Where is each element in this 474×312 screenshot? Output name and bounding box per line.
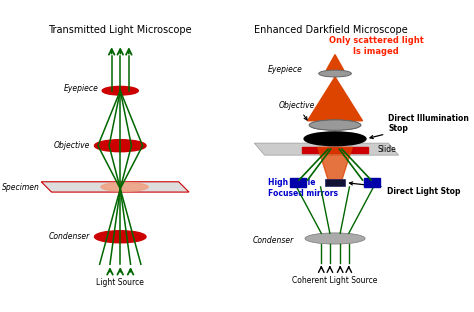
- Ellipse shape: [101, 183, 148, 191]
- Text: Objective: Objective: [54, 141, 90, 150]
- Text: Coherent Light Source: Coherent Light Source: [292, 276, 378, 285]
- Polygon shape: [308, 77, 363, 121]
- Ellipse shape: [102, 86, 138, 95]
- Ellipse shape: [94, 231, 146, 243]
- Ellipse shape: [309, 120, 361, 130]
- Bar: [302, 147, 368, 154]
- Text: Light Source: Light Source: [96, 278, 144, 287]
- Text: Condenser: Condenser: [49, 232, 90, 241]
- Polygon shape: [327, 55, 344, 70]
- Text: Enhanced Darkfield Microscope: Enhanced Darkfield Microscope: [254, 25, 408, 36]
- Text: Direct Illumination
Stop: Direct Illumination Stop: [370, 114, 469, 139]
- Text: Specimen: Specimen: [1, 183, 39, 192]
- Polygon shape: [318, 147, 352, 180]
- Text: High Angle
Focused mirrors: High Angle Focused mirrors: [268, 178, 338, 198]
- Ellipse shape: [94, 140, 146, 152]
- Text: Eyepiece: Eyepiece: [267, 65, 302, 74]
- Bar: [291, 178, 306, 187]
- Text: Transmitted Light Microscope: Transmitted Light Microscope: [48, 25, 192, 36]
- Ellipse shape: [305, 233, 365, 244]
- Text: Objective: Objective: [279, 101, 316, 120]
- Bar: [325, 179, 346, 186]
- Text: Eyepiece: Eyepiece: [64, 85, 99, 94]
- Ellipse shape: [319, 70, 351, 77]
- Text: Direct Light Stop: Direct Light Stop: [349, 182, 460, 196]
- Text: Only scattered light
Is imaged: Only scattered light Is imaged: [329, 36, 424, 56]
- Ellipse shape: [309, 120, 361, 130]
- Bar: [364, 178, 380, 187]
- Text: Condenser: Condenser: [253, 236, 294, 245]
- Polygon shape: [41, 182, 189, 192]
- Polygon shape: [254, 143, 399, 155]
- Ellipse shape: [304, 132, 366, 146]
- Text: Slide: Slide: [378, 145, 397, 154]
